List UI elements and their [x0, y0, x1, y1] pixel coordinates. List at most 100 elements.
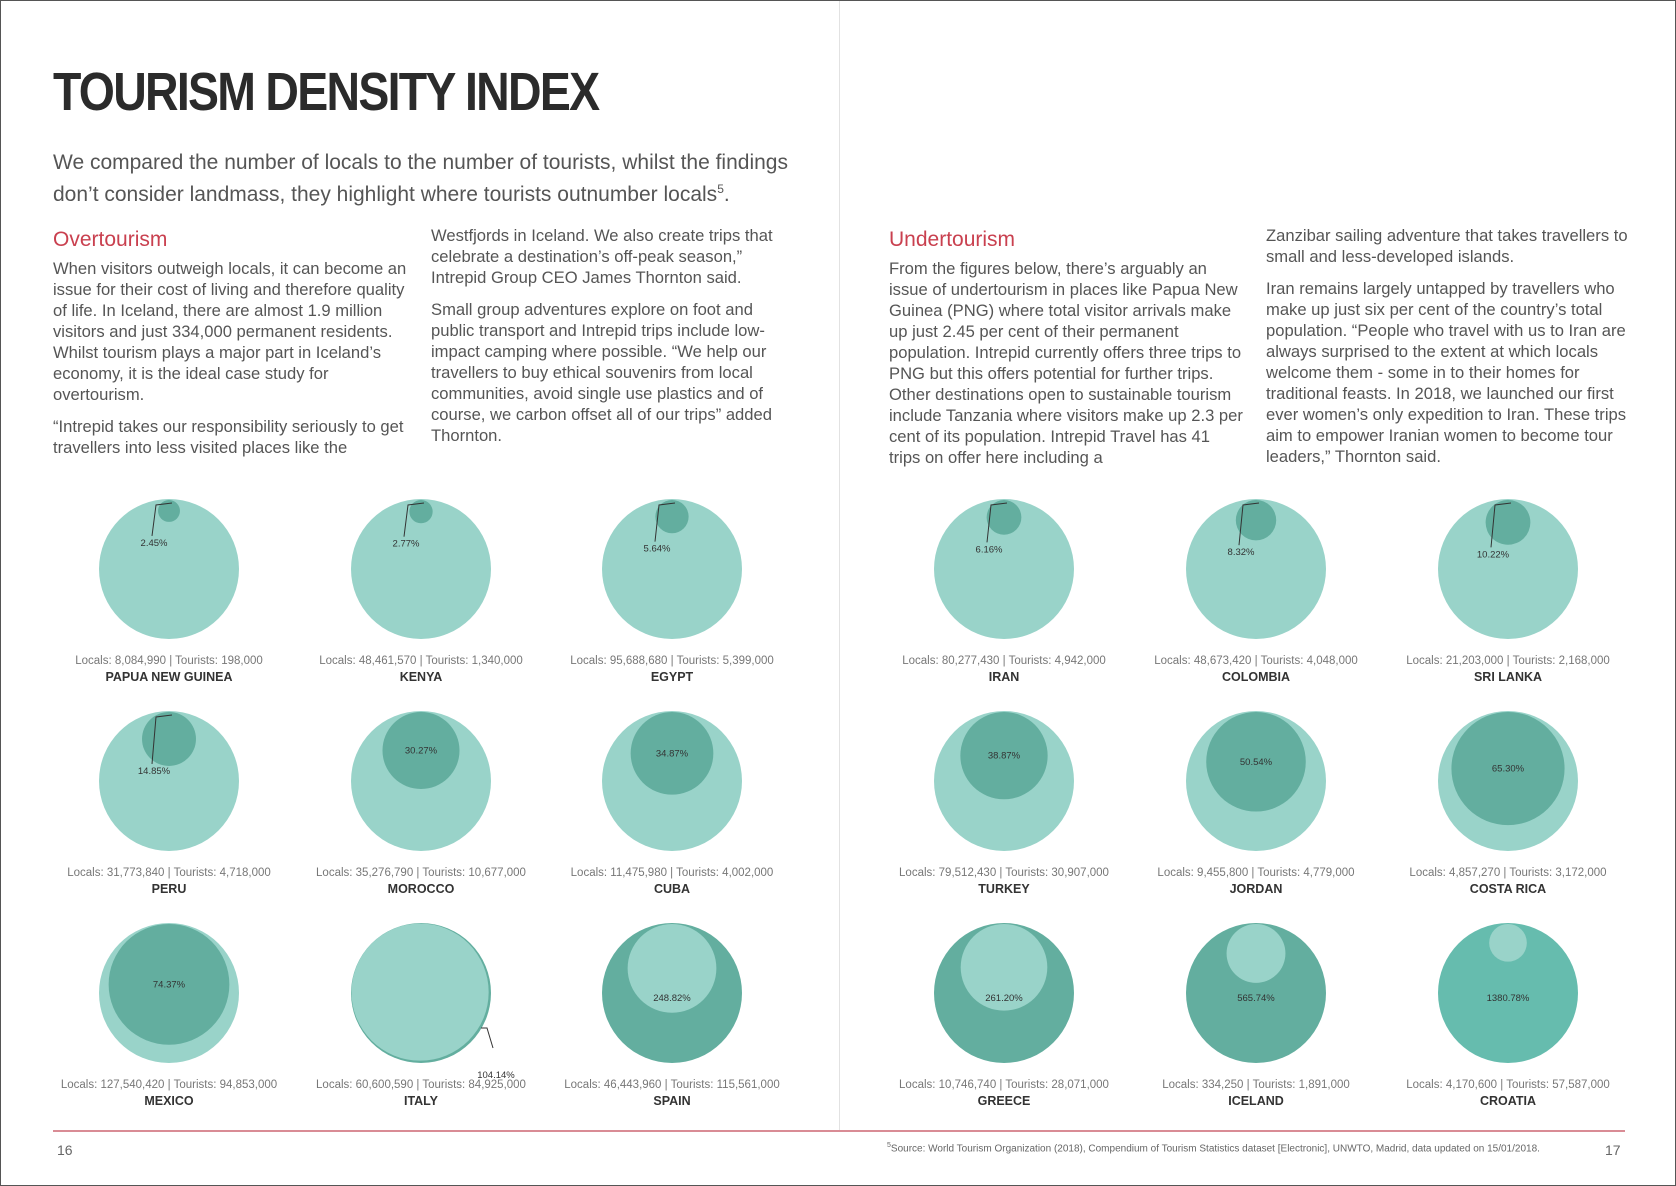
- overtourism-paragraph-2: “Intrepid takes our responsibility serio…: [53, 417, 404, 457]
- bubble-country-spain: SPAIN: [653, 1094, 691, 1108]
- bubble-country-iceland: ICELAND: [1228, 1094, 1284, 1108]
- locals-bubble: [1186, 499, 1326, 639]
- tourists-bubble: [108, 924, 230, 1045]
- bubble-stats-cuba: Locals: 11,475,980 | Tourists: 4,002,000: [570, 867, 774, 879]
- bubble-chart-iran: 6.16%: [894, 474, 1114, 664]
- bubble-chart-peru: 14.85%: [59, 686, 279, 876]
- ratio-label: 74.37%: [153, 979, 186, 990]
- ratio-label: 38.87%: [988, 751, 1021, 762]
- bubble-svg-egypt: 5.64%: [602, 499, 742, 639]
- bubble-stats-costa-rica: Locals: 4,857,270 | Tourists: 3,172,000: [1409, 867, 1607, 879]
- bubble-chart-kenya: 2.77%: [311, 474, 531, 664]
- bubble-stats-spain: Locals: 46,443,960 | Tourists: 115,561,0…: [564, 1079, 780, 1091]
- bubble-svg-sri-lanka: 10.22%: [1438, 499, 1578, 639]
- bubble-svg-spain: 248.82%: [602, 923, 742, 1063]
- bubble-svg-mexico: 74.37%: [99, 923, 239, 1063]
- ratio-leader-line: [403, 502, 425, 537]
- source-footnote: 5Source: World Tourism Organization (201…: [887, 1142, 1540, 1154]
- tourists-bubble: [986, 500, 1022, 535]
- bubble-svg-iceland: 565.74%: [1186, 923, 1326, 1063]
- bubble-stats-italy: Locals: 60,600,590 | Tourists: 84,925,00…: [316, 1079, 526, 1091]
- ratio-label: 565.74%: [1237, 993, 1275, 1004]
- tourists-bubble: [1451, 712, 1565, 826]
- bubble-chart-colombia: 8.32%: [1146, 474, 1366, 664]
- bubble-country-italy: ITALY: [403, 1094, 439, 1108]
- bubble-country-cuba: CUBA: [653, 882, 691, 896]
- ratio-label: 248.82%: [653, 993, 691, 1004]
- bubble-stats-papua-new-guinea: Locals: 8,084,990 | Tourists: 198,000: [75, 655, 263, 667]
- bubble-stats-peru: Locals: 31,773,840 | Tourists: 4,718,000: [67, 867, 271, 879]
- bubble-svg-peru: 14.85%: [99, 711, 239, 851]
- ratio-leader-line: [986, 502, 1008, 543]
- bubble-svg-papua-new-guinea: 2.45%: [99, 499, 239, 639]
- page-title: TOURISM DENSITY INDEX: [53, 62, 600, 122]
- tourists-bubble: [1186, 923, 1326, 1063]
- bubble-chart-sri-lanka: 10.22%: [1398, 474, 1618, 664]
- tourists-bubble: [158, 500, 180, 522]
- bubble-svg-colombia: 8.32%: [1186, 499, 1326, 639]
- bubble-svg-cuba: 34.87%: [602, 711, 742, 851]
- bubble-chart-jordan: 50.54%: [1146, 686, 1366, 876]
- bubble-country-greece: GREECE: [977, 1094, 1031, 1108]
- bubble-chart-italy: 104.14%: [311, 898, 531, 1088]
- locals-bubble: [351, 499, 491, 639]
- bubble-chart-costa-rica: 65.30%: [1398, 686, 1618, 876]
- tourists-bubble: [1235, 500, 1277, 541]
- tourists-bubble: [630, 712, 714, 795]
- intro-footnote-mark: 5: [717, 182, 724, 196]
- bubble-stats-croatia: Locals: 4,170,600 | Tourists: 57,587,000: [1406, 1079, 1610, 1091]
- tourists-bubble: [1206, 712, 1306, 812]
- bubble-chart-greece: 261.20%: [894, 898, 1114, 1088]
- overtourism-paragraph-4: Small group adventures explore on foot a…: [431, 300, 772, 445]
- undertourism-column-2: Zanzibar sailing adventure that takes tr…: [1266, 225, 1631, 478]
- ratio-leader-line: [151, 714, 173, 765]
- bubble-country-mexico: MEXICO: [144, 1094, 194, 1108]
- locals-bubble: [1226, 924, 1286, 983]
- undertourism-paragraph-2: Zanzibar sailing adventure that takes tr…: [1266, 226, 1628, 266]
- bubble-stats-iceland: Locals: 334,250 | Tourists: 1,891,000: [1162, 1079, 1350, 1091]
- locals-bubble: [627, 924, 717, 1013]
- ratio-label: 1380.78%: [1487, 993, 1530, 1004]
- ratio-label: 2.77%: [393, 539, 420, 550]
- ratio-label: 14.85%: [138, 766, 171, 777]
- bubble-stats-iran: Locals: 80,277,430 | Tourists: 4,942,000: [902, 655, 1106, 667]
- tourists-bubble: [382, 712, 460, 790]
- bubble-country-peru: PERU: [151, 882, 187, 896]
- locals-bubble: [99, 711, 239, 851]
- intro-text: We compared the number of locals to the …: [53, 149, 813, 208]
- bubble-stats-turkey: Locals: 79,512,430 | Tourists: 30,907,00…: [899, 867, 1109, 879]
- locals-bubble: [602, 499, 742, 639]
- ratio-label: 6.16%: [976, 544, 1003, 555]
- overtourism-paragraph-1: When visitors outweigh locals, it can be…: [53, 259, 407, 404]
- ratio-label: 8.32%: [1228, 547, 1255, 558]
- bubble-chart-iceland: 565.74%: [1146, 898, 1366, 1088]
- bubble-stats-mexico: Locals: 127,540,420 | Tourists: 94,853,0…: [60, 1079, 278, 1091]
- undertourism-paragraph-3: Iran remains largely untapped by travell…: [1266, 279, 1627, 466]
- ratio-label: 10.22%: [1477, 549, 1510, 560]
- bubble-country-croatia: CROATIA: [1479, 1094, 1536, 1108]
- ratio-leader-line: [481, 1027, 494, 1049]
- bubble-chart-spain: 248.82%: [562, 898, 782, 1088]
- ratio-label: 2.45%: [141, 538, 168, 549]
- bubble-chart-turkey: 38.87%: [894, 686, 1114, 876]
- bubble-svg-croatia: 1380.78%: [1438, 923, 1578, 1063]
- ratio-leader-line: [151, 502, 173, 537]
- bubble-country-sri-lanka: SRI LANKA: [1473, 670, 1543, 684]
- tourists-bubble: [409, 500, 433, 524]
- tourists-bubble: [1485, 500, 1531, 545]
- bubble-country-costa-rica: COSTA RICA: [1469, 882, 1547, 896]
- undertourism-heading: Undertourism: [889, 228, 1016, 251]
- overtourism-column-1: Overtourism When visitors outweigh local…: [53, 227, 408, 469]
- bubble-svg-greece: 261.20%: [934, 923, 1074, 1063]
- bubble-svg-iran: 6.16%: [934, 499, 1074, 639]
- bubble-svg-morocco: 30.27%: [351, 711, 491, 851]
- bubble-stats-jordan: Locals: 9,455,800 | Tourists: 4,779,000: [1157, 867, 1355, 879]
- tourists-bubble: [655, 500, 689, 534]
- locals-bubble: [351, 923, 489, 1061]
- ratio-label: 65.30%: [1492, 764, 1525, 775]
- tourists-bubble: [1438, 923, 1578, 1063]
- bubble-chart-croatia: 1380.78%: [1398, 898, 1618, 1088]
- locals-bubble: [960, 924, 1048, 1011]
- ratio-label: 34.87%: [656, 748, 689, 759]
- ratio-leader-line: [1490, 502, 1512, 548]
